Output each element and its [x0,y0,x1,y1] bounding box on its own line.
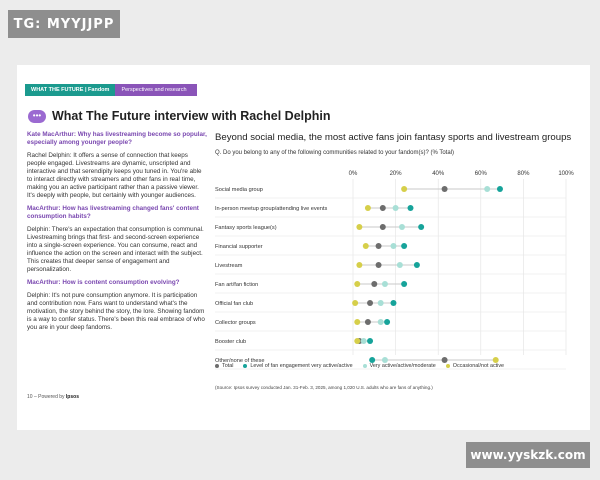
data-point [381,357,388,363]
speech-bubble-icon: ••• [28,109,46,123]
data-point [354,319,361,325]
data-point [354,338,361,344]
data-point [492,357,499,363]
category-label: Fantasy sports league(s) [215,225,277,231]
data-point [371,281,378,287]
data-point [392,205,399,211]
data-point [360,338,367,344]
legend-item: Occasional/not active [445,363,505,369]
category-label: Financial supporter [215,244,263,250]
data-point [396,262,403,268]
x-tick-label: 20% [390,171,403,177]
data-point [364,319,371,325]
dot-plot-chart: 0% 20% 40% 60% 80% 100% Social media group In-p… [215,171,574,370]
category-label: Fan art/fan fiction [215,282,258,288]
data-point [362,243,369,249]
page-title: What The Future interview with Rachel De… [52,109,331,123]
category-label: Collector groups [215,320,256,326]
legend-label: Level of fan engagement very active/acti… [250,363,353,369]
data-point [401,243,408,249]
data-point [377,319,384,325]
data-point [356,262,363,268]
category-label: Other/none of these [215,358,264,364]
legend-label: Occasional/not active [452,363,505,369]
interview-answer-2: Delphin: There's an expectation that con… [27,226,204,273]
chart-legend: Total Level of fan engagement very active… [215,363,514,369]
x-tick-label: 0% [349,171,358,177]
data-point [496,186,503,192]
data-point [381,281,388,287]
data-point [379,205,386,211]
source-note: (Source: Ipsos survey conducted Jan. 31-… [215,385,433,390]
data-point [352,300,359,306]
report-page: WHAT THE FUTURE | Fandom Perspectives an… [17,65,590,430]
legend-label: Very active/active/moderate [369,363,436,369]
category-label: Livestream [215,263,243,269]
interview-question-3: MacArthur: How is content consumption ev… [27,279,180,286]
watermark-top: TG: MYYJJPP [8,10,120,38]
data-point [441,186,448,192]
x-tick-label: 100% [558,171,574,177]
data-point [418,224,425,230]
category-label: Social media group [215,187,263,193]
data-point [364,205,371,211]
data-point [398,224,405,230]
legend-item: Level of fan engagement very active/acti… [243,363,353,369]
data-point [367,300,374,306]
data-point [375,243,382,249]
data-point [413,262,420,268]
interview-answer-3: Delphin: It's not pure consumption anymo… [27,292,205,331]
page-footer: 10 – Powered by Ipsos [27,394,79,400]
interview-answer-1: Rachel Delphin: It offers a sense of con… [27,152,202,199]
legend-swatch [215,364,219,368]
legend-swatch [243,364,248,368]
legend-swatch [445,364,450,368]
legend-item: Total [215,363,233,369]
data-point [484,186,491,192]
x-tick-label: 40% [432,171,445,177]
data-point [356,224,363,230]
interview-question-2: MacArthur: How has livestreaming changed… [27,205,199,220]
x-tick-label: 80% [517,171,530,177]
x-tick-label: 60% [475,171,488,177]
category-label: In-person meetup group/attending live ev… [215,206,327,212]
data-point [441,357,448,363]
chart-title: Beyond social media, the most active fan… [215,132,572,143]
data-point [401,281,408,287]
data-point [390,300,397,306]
legend-swatch [362,364,367,368]
page-number: 10 [27,394,33,400]
interview-column: Kate MacArthur: Why has livestreaming be… [27,131,207,337]
brand-name: Ipsos [65,394,79,400]
chart-subtitle: Q. Do you belong to any of the following… [215,150,455,156]
category-label: Booster club [215,339,246,345]
breadcrumb: WHAT THE FUTURE | Fandom Perspectives an… [25,84,197,96]
interview-question-1: Kate MacArthur: Why has livestreaming be… [27,131,207,146]
category-label: Official fan club [215,301,253,307]
legend-item: Very active/active/moderate [362,363,436,369]
data-point [354,281,361,287]
title-row: ••• What The Future interview with Rache… [28,109,331,123]
powered-by: Powered by [38,394,65,400]
watermark-bottom: www.yyskzk.com [466,442,590,468]
data-point [375,262,382,268]
legend-label: Total [222,363,234,369]
data-point [367,338,374,344]
data-point [379,224,386,230]
data-point [390,243,397,249]
breadcrumb-section[interactable]: WHAT THE FUTURE | Fandom [25,84,116,96]
data-point [384,319,391,325]
breadcrumb-subsection[interactable]: Perspectives and research [115,84,197,96]
data-point [369,357,376,363]
data-point [407,205,414,211]
data-point [401,186,408,192]
data-point [377,300,384,306]
